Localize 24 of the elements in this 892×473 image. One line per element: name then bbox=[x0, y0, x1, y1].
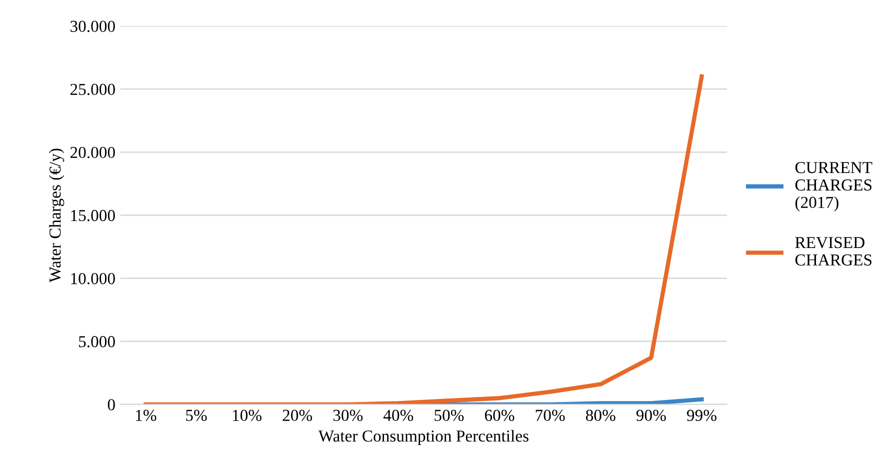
x-tick-label: 50% bbox=[434, 410, 464, 422]
legend-label: REVISED CHARGES bbox=[795, 236, 872, 266]
x-tick-label: 80% bbox=[586, 410, 616, 422]
y-tick-label: 25.000 bbox=[70, 84, 115, 96]
y-tick-label: 20.000 bbox=[70, 146, 115, 158]
y-tick-label: 5.000 bbox=[79, 336, 115, 348]
y-tick-label: 0 bbox=[108, 399, 115, 410]
x-axis-title: Water Consumption Percentiles bbox=[318, 430, 528, 446]
x-tick-label: 99% bbox=[686, 410, 716, 422]
y-axis-title: Water Charges (€/y) bbox=[49, 148, 64, 282]
line-series bbox=[144, 74, 704, 404]
x-tick-label: 70% bbox=[536, 410, 565, 422]
y-tick-label: 30.000 bbox=[70, 20, 115, 32]
x-tick-label: 90% bbox=[636, 410, 666, 422]
x-tick-label: 30% bbox=[333, 410, 363, 422]
legend-label: CURRENT CHARGES (2017) bbox=[795, 162, 872, 212]
x-tick-label: 20% bbox=[282, 410, 312, 422]
y-tick-label: 15.000 bbox=[71, 210, 115, 222]
x-tick-label: 10% bbox=[232, 410, 262, 422]
y-tick-label: 10.000 bbox=[71, 272, 115, 284]
x-tick-label: 40% bbox=[383, 410, 414, 422]
x-tick-label: 1% bbox=[136, 410, 156, 422]
x-tick-label: 60% bbox=[484, 410, 514, 422]
x-tick-label: 5% bbox=[186, 410, 207, 422]
